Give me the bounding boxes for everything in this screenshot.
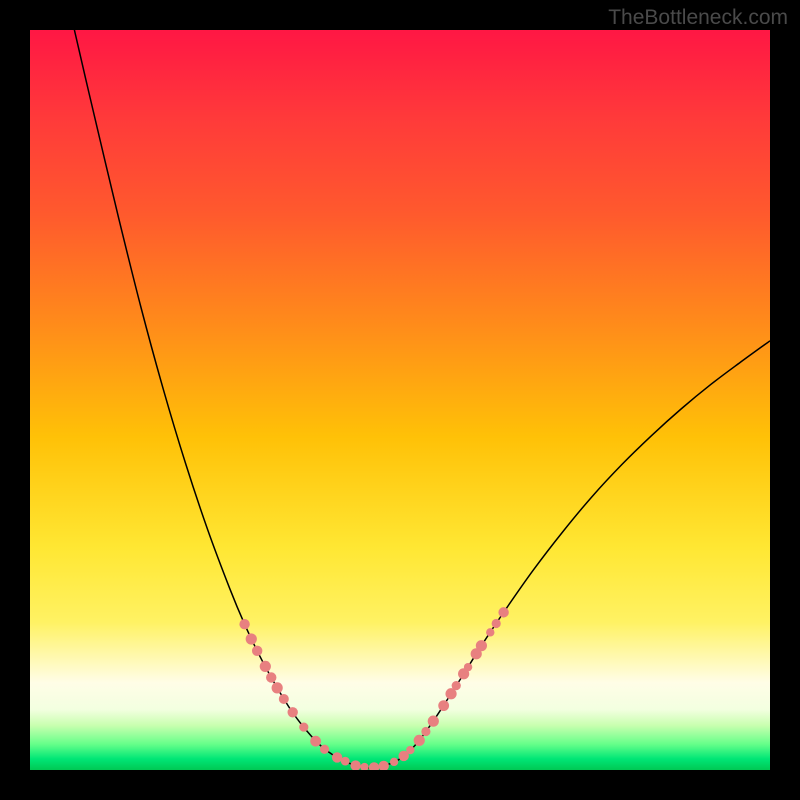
bottleneck-curve-chart xyxy=(30,30,770,770)
data-marker xyxy=(260,661,271,672)
data-marker xyxy=(252,646,262,656)
data-marker xyxy=(246,633,257,644)
data-marker xyxy=(438,700,449,711)
data-marker xyxy=(310,736,321,747)
data-marker xyxy=(341,757,350,766)
data-marker xyxy=(414,735,425,746)
data-marker xyxy=(272,682,283,693)
data-marker xyxy=(239,619,249,629)
gradient-background xyxy=(30,30,770,770)
data-marker xyxy=(452,681,461,690)
data-marker xyxy=(390,758,398,766)
data-marker xyxy=(266,672,276,682)
watermark-text: TheBottleneck.com xyxy=(608,6,788,30)
data-marker xyxy=(332,752,342,762)
data-marker xyxy=(279,694,289,704)
data-marker xyxy=(406,746,414,754)
data-marker xyxy=(476,640,487,651)
data-marker xyxy=(421,727,430,736)
data-marker xyxy=(320,745,329,754)
data-marker xyxy=(299,722,308,731)
data-marker xyxy=(486,628,494,636)
data-marker xyxy=(464,663,472,671)
data-marker xyxy=(498,607,508,617)
data-marker xyxy=(288,707,298,717)
data-marker xyxy=(428,716,439,727)
data-marker xyxy=(492,619,501,628)
